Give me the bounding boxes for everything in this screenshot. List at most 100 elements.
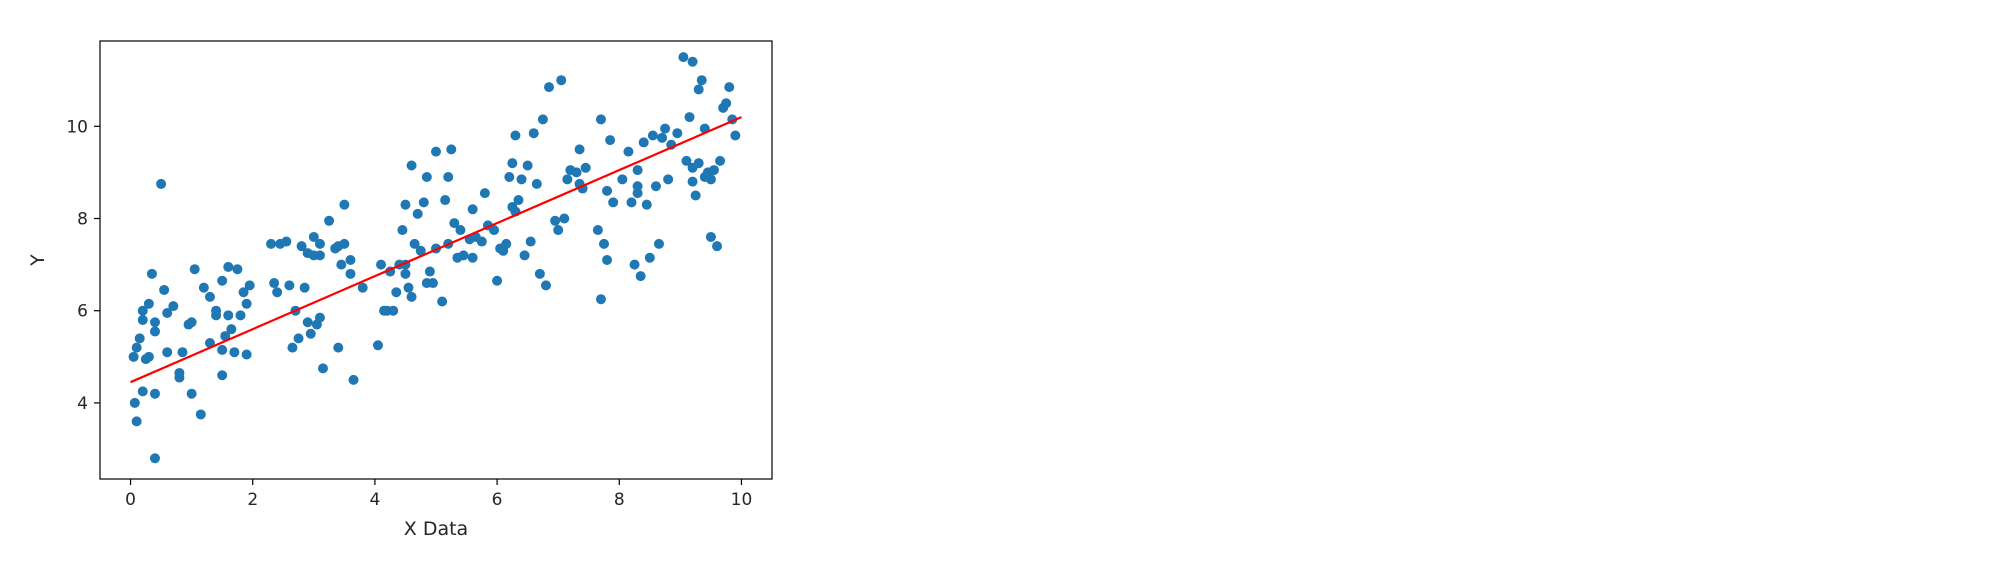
scatter-point [376, 259, 387, 270]
scatter-point [431, 146, 441, 157]
fit-line [130, 116, 742, 384]
scatter-point [641, 199, 652, 210]
scatter-point [195, 409, 206, 420]
scatter-point [324, 215, 335, 226]
scatter-point [137, 386, 148, 397]
scatter-point [528, 128, 539, 139]
scatter-point [134, 333, 145, 344]
scatter-point [687, 176, 698, 187]
scatter-point [284, 280, 295, 291]
scatter-point [602, 185, 613, 196]
scatter-point [693, 158, 704, 169]
scatter-point [660, 123, 671, 134]
scatter-point [595, 294, 606, 305]
scatter-point [629, 259, 640, 270]
scatter-point [317, 363, 328, 374]
axes-frame [99, 40, 773, 480]
scatter-point [638, 137, 649, 148]
scatter-point [229, 347, 240, 358]
scatter-point [458, 250, 469, 261]
scatter-point [550, 215, 561, 226]
scatter-point [632, 165, 643, 176]
scatter-point [635, 271, 646, 282]
scatter-point [333, 342, 344, 353]
scatter-point [174, 367, 185, 378]
scatter-point [687, 56, 698, 67]
scatter-point [632, 188, 643, 199]
y-tick-label: 4 [77, 394, 88, 414]
scatter-point [266, 238, 277, 249]
scatter-point [186, 317, 197, 328]
scatter-point [146, 268, 157, 279]
scatter-point [412, 208, 423, 219]
scatter-point [397, 225, 408, 236]
scatter-point [507, 158, 518, 169]
scatter-point [388, 305, 399, 316]
scatter-point [244, 280, 255, 291]
scatter-point [440, 195, 451, 206]
scatter-point [345, 255, 356, 265]
scatter-point [449, 218, 460, 229]
scatter-point [522, 160, 533, 171]
scatter-point [223, 310, 234, 321]
scatter-point [608, 197, 619, 208]
scatter-point [540, 280, 551, 291]
scatter-point [544, 82, 555, 93]
scatter-point [595, 114, 606, 125]
scatter-point [562, 174, 573, 185]
scatter-point [140, 354, 151, 365]
scatter-point [406, 160, 417, 171]
scatter-point [162, 347, 173, 358]
scatter-point [159, 284, 170, 295]
scatter-point [632, 181, 643, 192]
scatter-point [149, 453, 160, 464]
scatter-point [605, 135, 616, 146]
scatter-point [299, 282, 310, 293]
scatter-point [217, 275, 228, 286]
scatter-point [650, 181, 661, 192]
scatter-point [537, 114, 548, 125]
scatter-point [730, 130, 741, 141]
scatter-point [287, 342, 298, 353]
scatter-point [314, 238, 325, 249]
scatter-point [400, 268, 411, 279]
scatter-point [653, 238, 664, 249]
scatter-point [476, 236, 487, 247]
scatter-point [226, 324, 237, 335]
scatter-point [232, 264, 243, 275]
scatter-point [406, 291, 417, 302]
scatter-point [556, 75, 567, 86]
x-tick-label: 0 [125, 490, 136, 510]
scatter-point [418, 197, 429, 208]
scatter-point [131, 342, 142, 353]
scatter-point [211, 310, 222, 321]
y-tick-label: 8 [77, 210, 88, 230]
scatter-point [516, 174, 527, 185]
scatter-point [336, 259, 347, 270]
scatter-point [467, 252, 478, 263]
scatter-point [534, 268, 545, 279]
scatter-point [400, 199, 411, 210]
scatter-point [696, 75, 707, 86]
scatter-point [137, 305, 148, 316]
scatter-point [559, 213, 570, 224]
scatter-point [681, 155, 692, 166]
scatter-point [492, 275, 503, 286]
scatter-point [623, 146, 634, 157]
scatter-point [690, 190, 701, 201]
scatter-point [235, 310, 246, 321]
scatter-point [693, 84, 704, 95]
scatter-point [424, 266, 435, 277]
scatter-point [339, 238, 350, 249]
x-axis-label: X Data [404, 518, 468, 540]
scatter-point [672, 128, 683, 139]
scatter-point [443, 172, 454, 183]
y-axis-label: Y [27, 254, 49, 267]
scatter-point [129, 397, 140, 408]
x-tick-label: 2 [247, 490, 258, 510]
x-tick-label: 8 [614, 490, 625, 510]
scatter-point [553, 225, 564, 236]
scatter-point [269, 278, 280, 289]
